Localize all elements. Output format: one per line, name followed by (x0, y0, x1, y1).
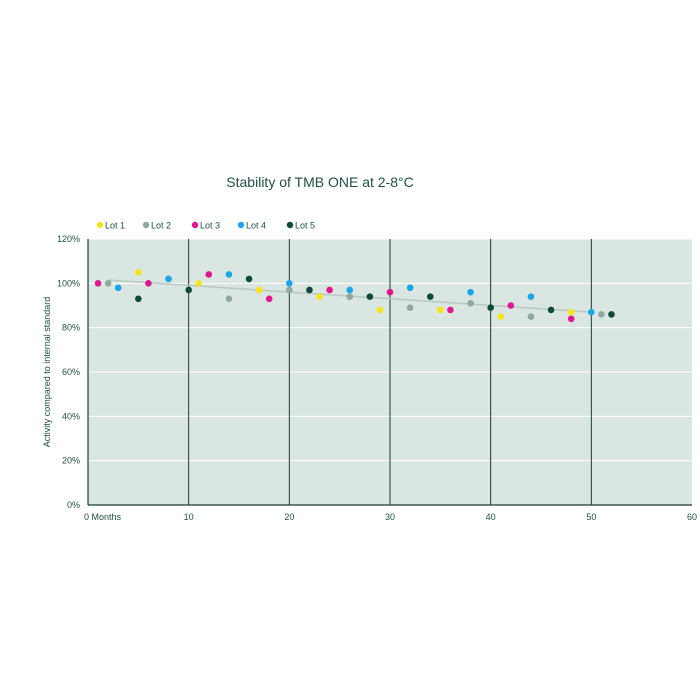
legend-item-lot-3: Lot 3 (191, 221, 220, 231)
data-point (346, 286, 354, 294)
data-point (487, 304, 494, 312)
y-tick-label: 40% (62, 411, 80, 421)
data-point (406, 304, 414, 312)
data-point (265, 295, 273, 303)
data-point (255, 286, 263, 294)
x-tick-label: 30 (385, 512, 395, 522)
data-point (447, 306, 454, 314)
data-point (527, 293, 535, 300)
data-point (225, 271, 233, 278)
data-point (386, 288, 394, 296)
data-point (245, 275, 253, 283)
data-point (467, 299, 474, 307)
series-lot-3 (94, 271, 575, 323)
legend-item-lot-1: Lot 1 (96, 221, 125, 231)
data-point (195, 280, 203, 287)
series-lot-2 (104, 275, 605, 320)
chart-title: Stability of TMB ONE at 2-8°C (226, 174, 414, 190)
data-point (527, 313, 535, 320)
data-point (326, 286, 333, 294)
data-point (567, 308, 575, 316)
data-point (507, 302, 515, 309)
data-point (205, 271, 213, 278)
data-point (306, 286, 313, 294)
data-point (366, 293, 374, 300)
data-point (467, 288, 474, 296)
series-lot-4 (114, 271, 595, 316)
x-tick-label: 40 (486, 512, 496, 522)
data-point (497, 313, 505, 320)
y-tick-label: 60% (62, 367, 80, 377)
x-tick-labels: 0 Months 10 20 30 40 50 60 (84, 512, 697, 522)
data-point (608, 311, 615, 318)
x-tick-label: 50 (586, 512, 596, 522)
data-point (547, 306, 555, 314)
data-point (426, 293, 434, 300)
y-tick-label: 100% (57, 278, 80, 288)
x-tick-label: 0 Months (84, 512, 122, 522)
data-point (135, 295, 142, 303)
legend-label: Lot 3 (200, 221, 220, 231)
x-tick-label: 10 (184, 512, 194, 522)
data-point (588, 308, 595, 316)
x-tick-label: 60 (687, 512, 697, 522)
legend-label: Lot 4 (246, 221, 266, 231)
data-point (145, 280, 152, 287)
series-lot-1 (135, 268, 575, 320)
series-lot-5 (135, 275, 615, 318)
data-point (286, 280, 293, 287)
data-point (104, 280, 112, 287)
legend-marker (237, 221, 245, 229)
legend-label: Lot 1 (105, 221, 125, 231)
legend-item-lot-2: Lot 2 (142, 221, 171, 231)
data-point (567, 315, 575, 323)
legend-marker (191, 221, 199, 229)
y-tick-labels: 0% 20% 40% 60% 80% 100% 120% (57, 234, 80, 510)
legend-item-lot-5: Lot 5 (286, 221, 315, 231)
legend: Lot 1 Lot 2 Lot 3 Lot 4 Lot 5 (96, 221, 315, 231)
legend-marker (96, 221, 104, 229)
data-points (94, 268, 615, 323)
data-point (135, 268, 142, 276)
legend-label: Lot 5 (295, 221, 315, 231)
axes (87, 239, 692, 506)
data-point (185, 286, 192, 294)
data-point (376, 306, 384, 314)
data-point (114, 284, 122, 292)
legend-item-lot-4: Lot 4 (237, 221, 266, 231)
data-point (165, 275, 172, 283)
data-point (437, 306, 444, 314)
data-point (598, 311, 605, 318)
data-point (316, 293, 323, 300)
y-tick-label: 20% (62, 456, 80, 466)
data-point (225, 295, 233, 303)
data-point (406, 284, 414, 292)
data-point (346, 293, 354, 300)
y-axis-title: Activity compared to internal standard (42, 297, 52, 448)
y-tick-label: 80% (62, 323, 80, 333)
legend-marker (286, 221, 294, 229)
y-tick-label: 120% (57, 234, 80, 244)
y-tick-label: 0% (67, 500, 80, 510)
legend-label: Lot 2 (151, 221, 171, 231)
x-tick-label: 20 (284, 512, 294, 522)
legend-marker (142, 221, 150, 229)
data-point (94, 280, 102, 287)
data-point (286, 286, 293, 294)
